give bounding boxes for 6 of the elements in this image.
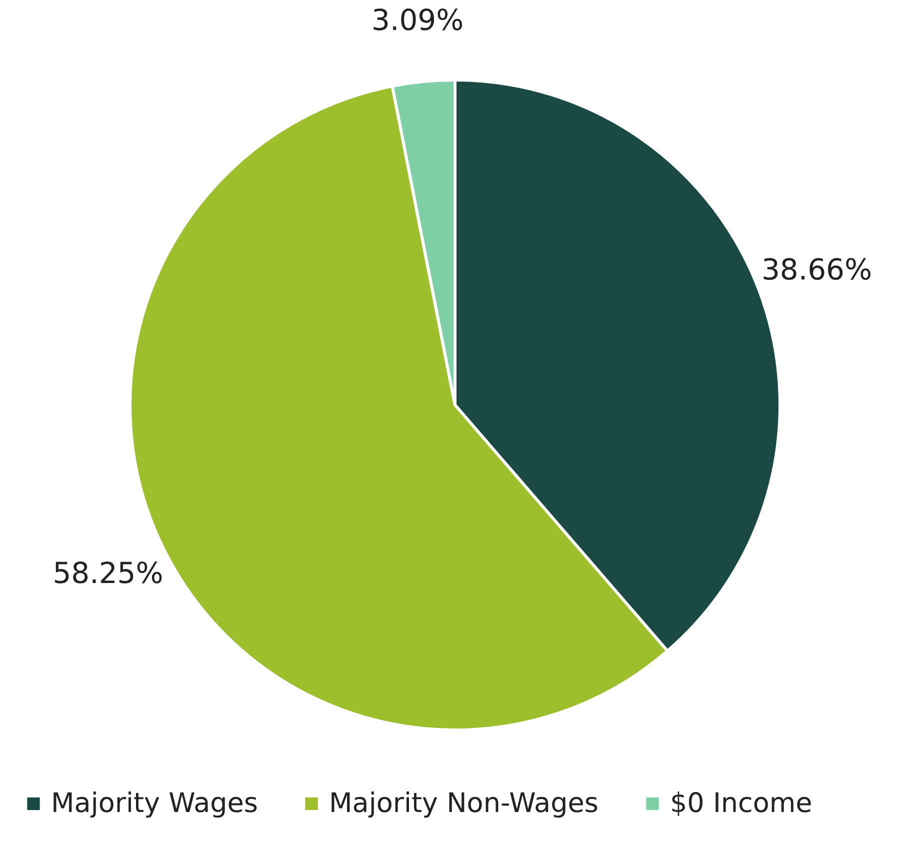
data-label: 38.66% bbox=[761, 252, 872, 286]
legend-label: Majority Non-Wages bbox=[329, 788, 598, 819]
legend-label: $0 Income bbox=[670, 788, 812, 819]
legend-label: Majority Wages bbox=[51, 788, 258, 819]
data-label: 58.25% bbox=[52, 556, 164, 590]
data-label: 3.09% bbox=[372, 2, 464, 37]
